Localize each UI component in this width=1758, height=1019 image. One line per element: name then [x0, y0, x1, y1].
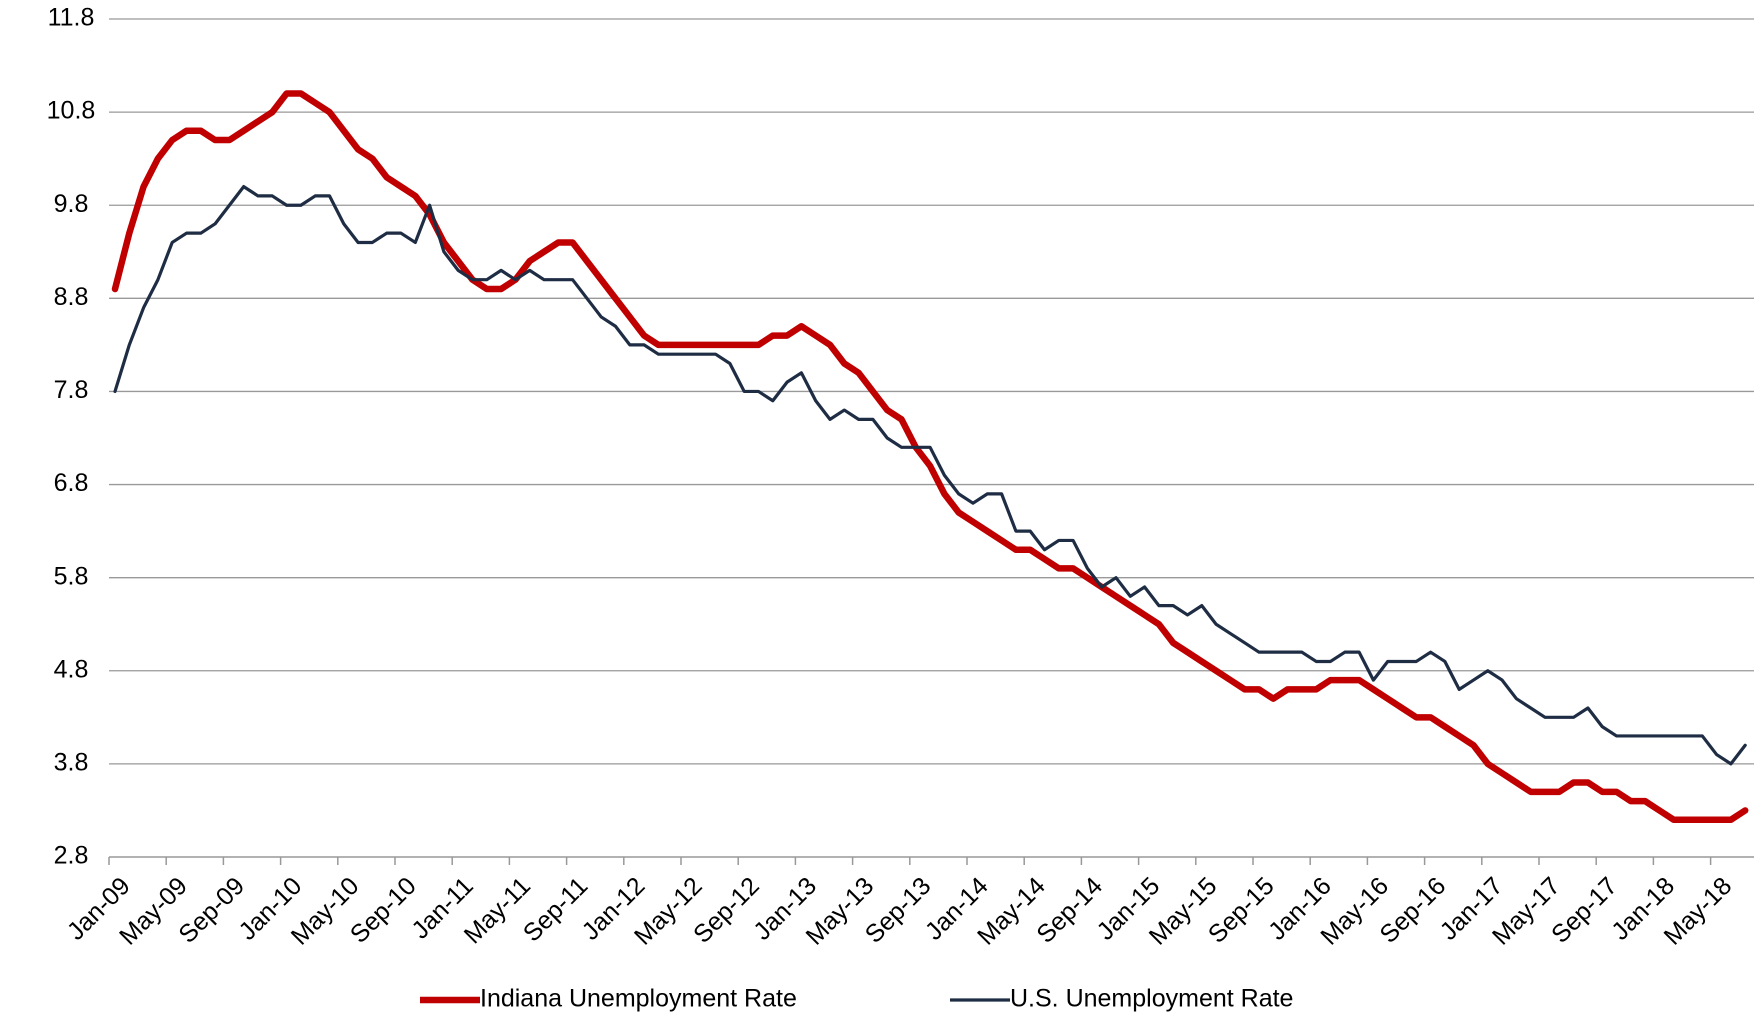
- x-tick-label: Sep-12: [688, 872, 765, 949]
- y-tick-label: 10.8: [47, 97, 96, 125]
- y-tick-label: 7.8: [54, 376, 89, 404]
- y-tick-label: 8.8: [54, 283, 89, 311]
- y-tick-label: 2.8: [54, 842, 89, 870]
- y-tick-label: 4.8: [54, 655, 89, 683]
- series-line: [113, 185, 1747, 766]
- y-tick-label: 9.8: [54, 190, 89, 218]
- legend-label: U.S. Unemployment Rate: [1010, 985, 1293, 1013]
- x-tick-label: Sep-10: [345, 872, 422, 949]
- legend-label: Indiana Unemployment Rate: [480, 985, 797, 1013]
- y-tick-label: 6.8: [54, 469, 89, 497]
- x-tick-label: Sep-15: [1203, 872, 1280, 949]
- y-tick-label: 3.8: [54, 748, 89, 776]
- x-tick-label: Sep-09: [173, 872, 250, 949]
- series-line: [111, 90, 1749, 824]
- x-tick-label: Sep-13: [860, 872, 937, 949]
- y-tick-label: 11.8: [48, 4, 95, 32]
- x-tick-label: Sep-16: [1374, 872, 1451, 949]
- x-tick-label: Sep-11: [518, 872, 593, 947]
- x-tick-label: Sep-17: [1546, 872, 1623, 949]
- x-tick-label: Sep-14: [1031, 872, 1108, 949]
- y-tick-label: 5.8: [54, 562, 89, 590]
